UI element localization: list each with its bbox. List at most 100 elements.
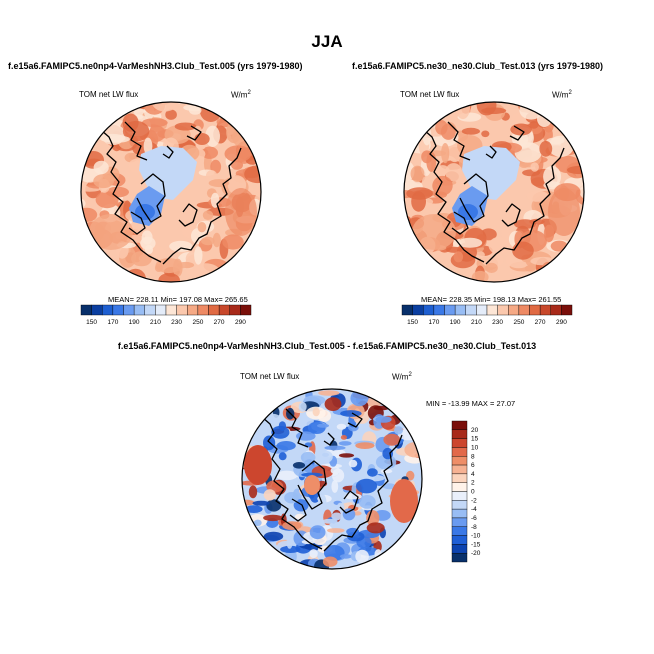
field-cell — [432, 175, 453, 196]
field-cell — [441, 143, 450, 164]
coastline — [509, 125, 525, 141]
colorbar-tick-label: 290 — [556, 319, 567, 326]
field-cell — [530, 162, 539, 172]
field-cell — [485, 262, 498, 273]
field-cell — [404, 204, 412, 212]
colorbar-tick-label: 230 — [492, 319, 503, 326]
field-cell — [488, 236, 511, 255]
field-cell — [275, 470, 298, 481]
field-cell — [330, 467, 341, 475]
colorbar-swatch — [451, 473, 468, 483]
field-cell — [366, 522, 385, 534]
field-cell — [309, 549, 318, 559]
field-cell — [539, 140, 553, 157]
coastline — [459, 173, 489, 223]
colorbar-swatch — [423, 304, 435, 316]
map-boundary — [241, 388, 423, 570]
field-cell — [461, 127, 480, 135]
colorbar-swatch — [208, 304, 220, 316]
field-cell — [448, 145, 462, 163]
panel-1-case-title: f.e15a6.FAMIPC5.ne0np4-VarMeshNH3.Club_T… — [8, 61, 303, 71]
field-cell — [144, 244, 153, 255]
coastline — [447, 121, 471, 161]
field-cell — [216, 117, 236, 127]
field-cell — [455, 102, 470, 120]
colorbar-swatch — [451, 552, 468, 563]
map-boundary — [80, 101, 262, 283]
field-cell — [202, 210, 214, 220]
panel-1-variable: TOM net LW flux — [79, 90, 139, 99]
colorbar-swatch — [451, 508, 468, 519]
field-cell — [81, 207, 98, 222]
field-cell — [366, 510, 380, 526]
colorbar-swatch — [412, 304, 424, 316]
coastline — [485, 147, 565, 265]
colorbar-swatch — [187, 304, 199, 316]
field-cell — [298, 401, 307, 412]
colorbar-swatch — [539, 304, 551, 316]
coastline — [100, 129, 162, 263]
field-cell — [410, 165, 425, 182]
colorbar-swatch — [476, 304, 488, 316]
colorbar-swatch — [451, 526, 468, 536]
colorbar-tick-label: 2 — [471, 480, 475, 487]
field-cell — [296, 431, 316, 441]
field-cell — [81, 197, 86, 209]
field-cell — [320, 450, 333, 463]
colorbar-swatch — [218, 304, 230, 316]
field-cell — [165, 109, 177, 120]
colorbar-tick-label: 230 — [171, 319, 182, 326]
field-cell — [197, 222, 207, 233]
diff-case-title: f.e15a6.FAMIPC5.ne0np4-VarMeshNH3.Club_T… — [117, 341, 537, 351]
field-cell — [141, 118, 168, 128]
field-cell — [248, 485, 258, 499]
field-cell — [336, 423, 347, 430]
colorbar-tick-label: 250 — [513, 319, 524, 326]
field-cell — [331, 480, 339, 493]
field-cell — [89, 214, 133, 250]
coastline — [297, 460, 327, 510]
field-cell — [263, 531, 284, 542]
field-cell — [567, 165, 584, 175]
colorbar-swatch — [451, 517, 468, 527]
map-panel-2 — [404, 102, 584, 282]
colorbar-swatch — [518, 304, 530, 316]
colorbar-swatch — [401, 304, 413, 316]
field-cell — [194, 246, 203, 265]
colorbar-swatch — [451, 464, 468, 475]
field-cell — [154, 264, 163, 272]
field-cell — [286, 535, 293, 549]
coastline — [261, 416, 323, 550]
field-cell — [244, 445, 272, 485]
colorbar-tick-label: 210 — [150, 319, 161, 326]
colorbar-tick-label: -20 — [471, 550, 481, 557]
field-cell — [457, 237, 483, 248]
colorbar-swatch — [451, 447, 468, 457]
field-cell — [453, 251, 464, 263]
colorbar-tick-label: -15 — [471, 541, 481, 548]
field-cell — [263, 514, 283, 522]
coastline — [323, 432, 335, 446]
field-cell — [348, 459, 358, 468]
diff-variable: TOM net LW flux — [240, 372, 300, 381]
colorbar-swatch — [508, 304, 520, 316]
colorbar-swatch — [197, 304, 209, 316]
colorbar-tick-label: 250 — [192, 319, 203, 326]
main-title: JJA — [311, 32, 343, 51]
colorbar-tick-label: -4 — [471, 506, 477, 513]
coastline — [178, 203, 198, 227]
panel-2-stats: MEAN= 228.35 Min= 198.13 Max= 261.55 — [421, 295, 562, 304]
colorbar-tick-label: 6 — [471, 462, 475, 469]
coastline — [289, 498, 307, 522]
colorbar-tick-label: 8 — [471, 453, 475, 460]
coastline — [501, 203, 521, 227]
colorbar-panel-2: 150 170 190 210 230 250 270 290 — [401, 304, 573, 326]
field-cell — [263, 435, 276, 451]
field-cell — [355, 549, 369, 564]
field-cell — [548, 188, 580, 236]
field-cell — [481, 130, 490, 138]
panel-2-variable: TOM net LW flux — [400, 90, 460, 99]
coastline — [162, 147, 242, 265]
field-cell — [383, 433, 401, 446]
field-cell — [93, 174, 114, 189]
